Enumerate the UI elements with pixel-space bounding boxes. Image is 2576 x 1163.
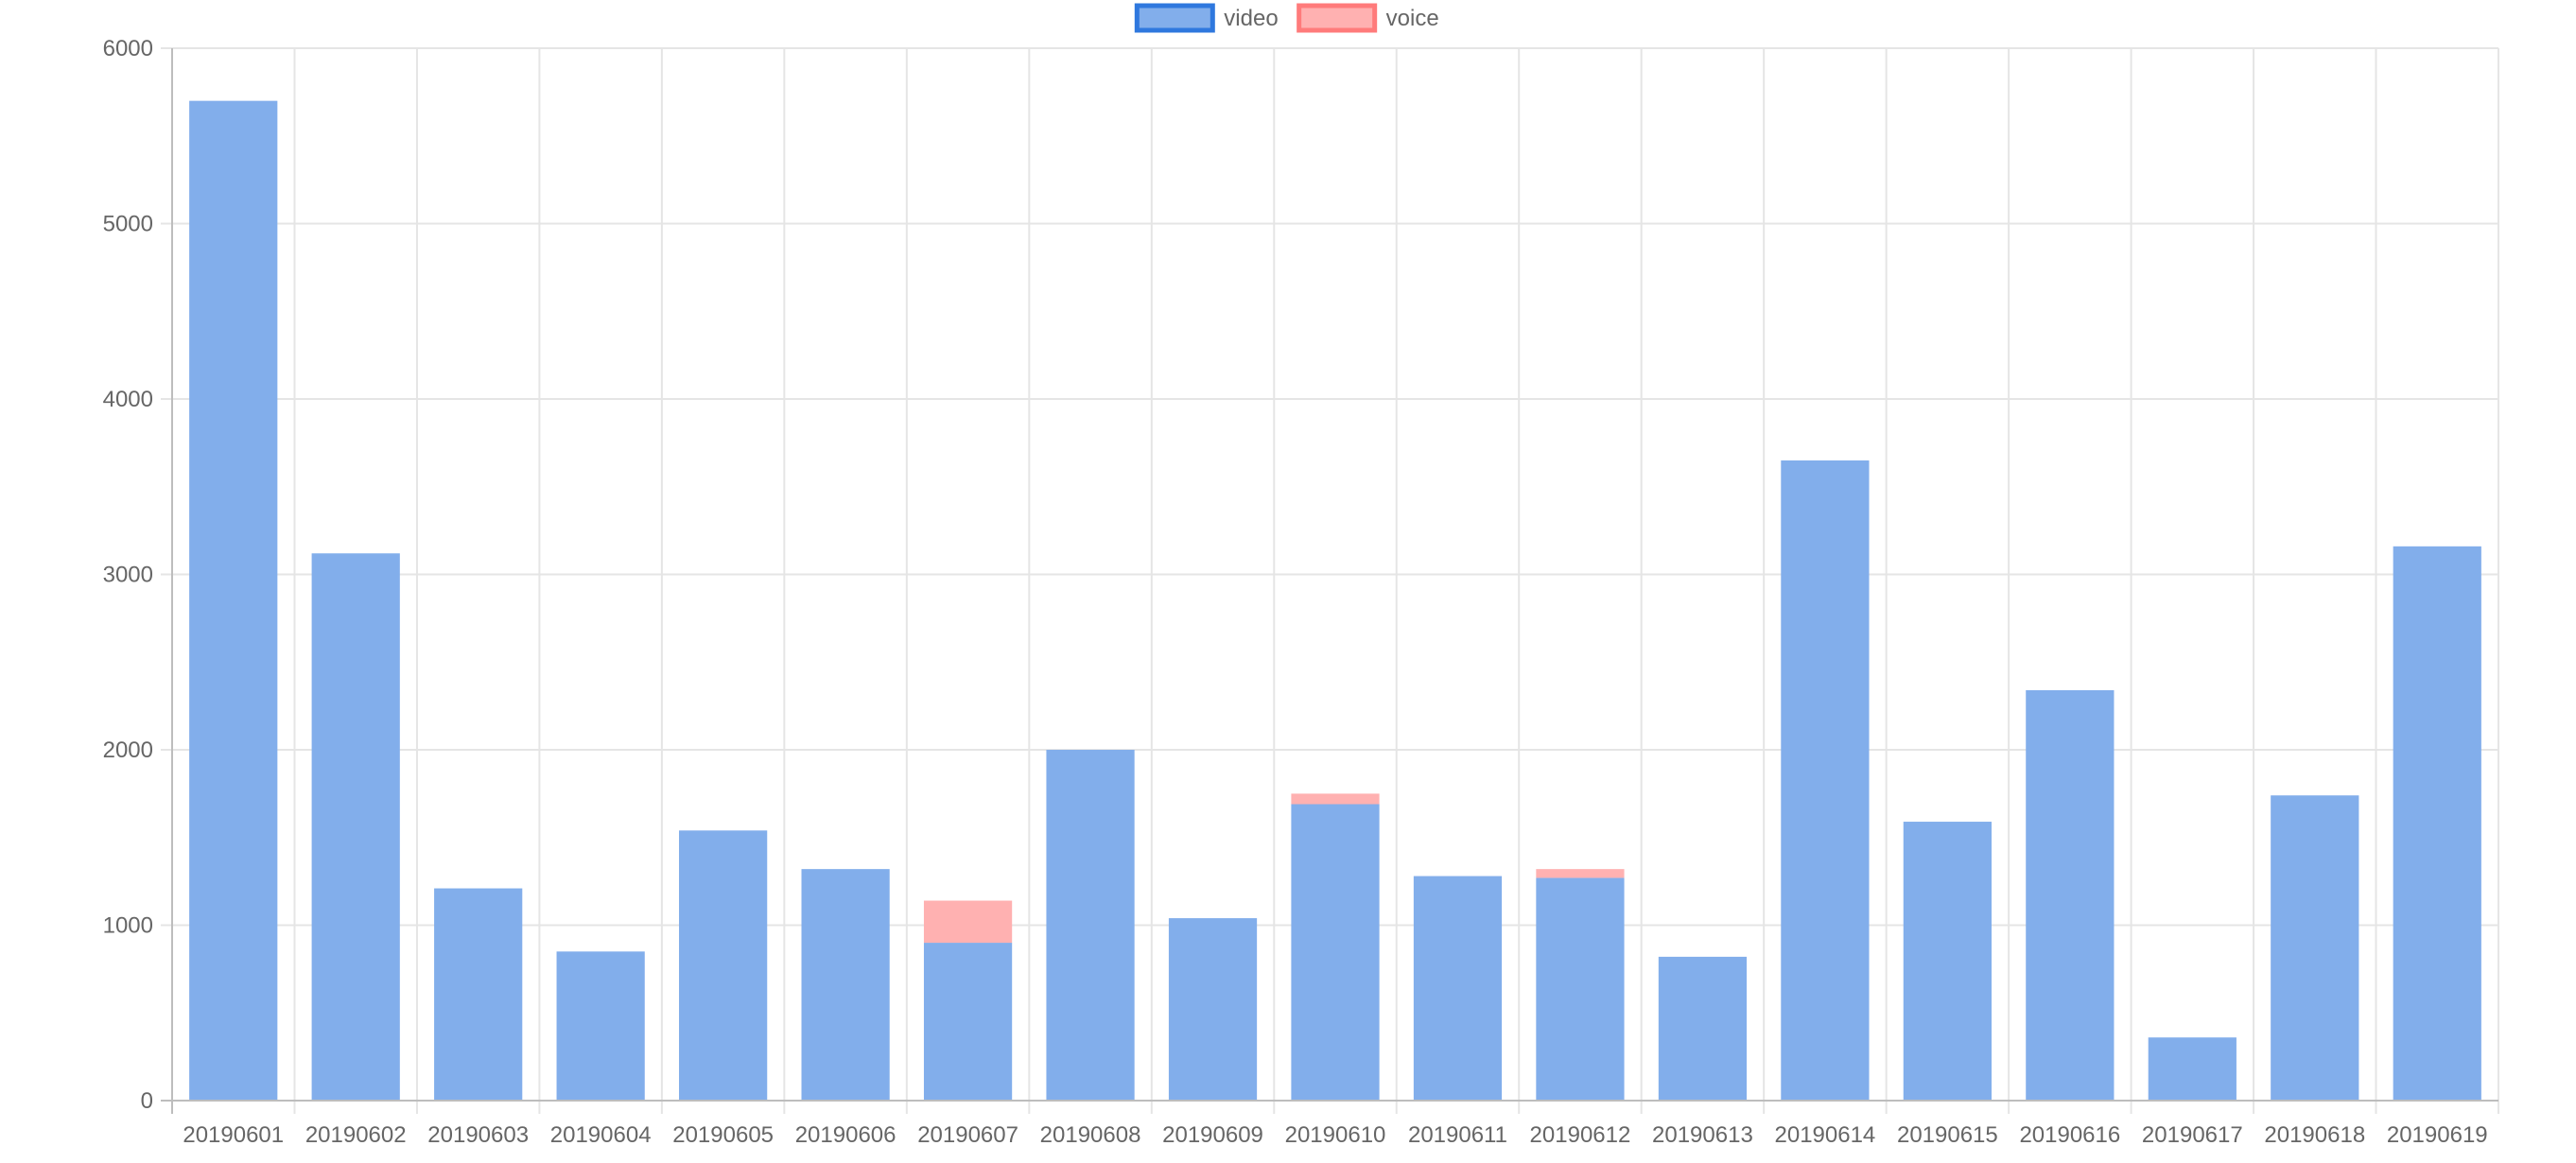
x-tick-label: 20190613 [1652,1122,1753,1148]
x-tick-label: 20190615 [1897,1122,1998,1148]
x-tick-label: 20190617 [2142,1122,2243,1148]
x-tick-label: 20190601 [183,1122,284,1148]
bar-voice-20190612[interactable] [1536,869,1625,878]
x-tick-label: 20190605 [672,1122,774,1148]
bar-video-20190607[interactable] [923,943,1013,1101]
bar-video-20190603[interactable] [434,888,523,1101]
legend[interactable]: video voice [1134,3,1439,33]
legend-swatch [1134,3,1215,33]
tick-labels: 0 1000 2000 3000 4000 5000 6000 20190601 2019060… [103,36,2488,1148]
grid [161,47,2499,1114]
x-tick-label: 20190618 [2264,1122,2365,1148]
bar-video-20190612[interactable] [1536,877,1625,1101]
x-tick-label: 20190611 [1408,1122,1507,1148]
legend-label: voice [1386,6,1439,31]
legend-label: video [1224,6,1278,31]
y-tick-label: 6000 [103,36,153,61]
bar-video-20190605[interactable] [679,830,768,1101]
legend-swatch [1297,3,1378,33]
x-tick-label: 20190604 [550,1122,652,1148]
bar-video-20190616[interactable] [2026,689,2115,1101]
x-tick-label: 20190609 [1162,1122,1263,1148]
bar-video-20190604[interactable] [556,951,645,1101]
y-tick-label: 2000 [103,738,153,763]
x-tick-label: 20190616 [2019,1122,2120,1148]
bar-video-20190613[interactable] [1658,956,1748,1101]
bar-video-20190615[interactable] [1903,822,1992,1101]
bar-video-20190617[interactable] [2148,1037,2237,1101]
axes [171,48,2498,1102]
y-tick-label: 5000 [103,212,153,237]
bar-video-20190610[interactable] [1291,804,1380,1101]
x-tick-label: 20190610 [1285,1122,1386,1148]
bar-video-20190606[interactable] [801,869,890,1101]
x-tick-label: 20190612 [1530,1122,1631,1148]
y-tick-label: 0 [141,1088,153,1114]
bar-video-20190602[interactable] [311,553,400,1101]
bar-video-20190619[interactable] [2393,546,2481,1101]
bar-video-20190608[interactable] [1046,750,1135,1101]
y-tick-label: 1000 [103,913,153,939]
y-tick-label: 3000 [103,563,153,588]
x-tick-label: 20190602 [305,1122,407,1148]
bar-video-20190618[interactable] [2271,795,2359,1101]
bars [189,100,2481,1101]
y-tick-label: 4000 [103,387,153,412]
bar-voice-20190610[interactable] [1291,793,1380,805]
x-tick-label: 20190607 [917,1122,1018,1148]
bar-video-20190609[interactable] [1168,918,1258,1101]
bar-video-20190614[interactable] [1781,460,1870,1101]
x-tick-label: 20190603 [427,1122,529,1148]
legend-item-video[interactable]: video [1134,3,1279,33]
x-tick-label: 20190606 [795,1122,896,1148]
x-tick-label: 20190619 [2387,1122,2488,1148]
bar-voice-20190607[interactable] [923,900,1013,944]
bar-video-20190601[interactable] [189,100,278,1101]
bar-video-20190611[interactable] [1413,876,1503,1101]
x-tick-label: 20190614 [1775,1122,1876,1148]
legend-item-voice[interactable]: voice [1297,3,1439,33]
x-tick-label: 20190608 [1040,1122,1141,1148]
